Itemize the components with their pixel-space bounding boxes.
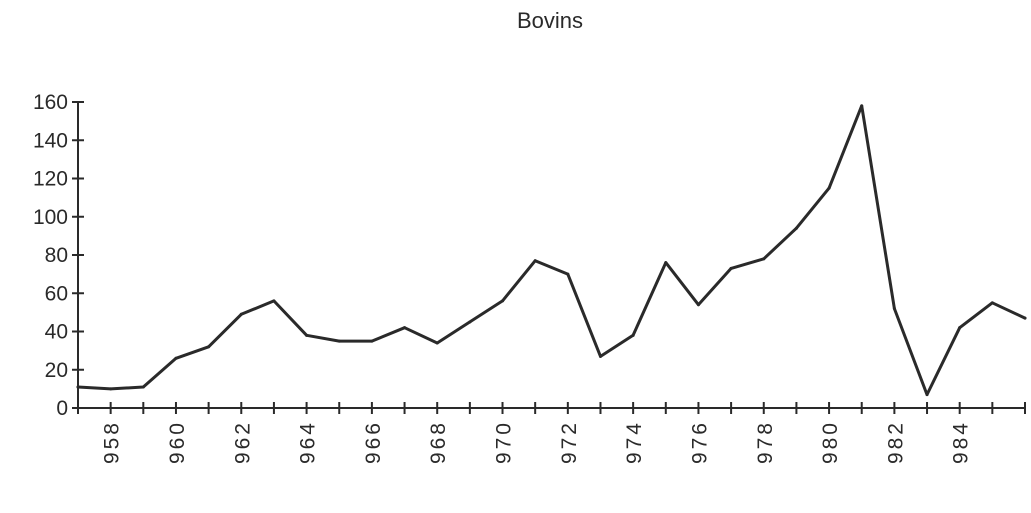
data-point: [272, 299, 276, 303]
data-point: [403, 326, 407, 330]
data-point: [762, 257, 766, 261]
y-tick-label: 160: [33, 91, 68, 114]
axes: [77, 102, 1025, 409]
data-point: [925, 393, 929, 397]
x-tick-label: 970: [493, 420, 516, 464]
data-point: [174, 356, 178, 360]
data-point: [827, 186, 831, 190]
y-tick-label: 80: [45, 244, 68, 267]
data-point: [337, 339, 341, 343]
data-point: [958, 326, 962, 330]
data-point: [76, 385, 80, 389]
y-tick-label: 100: [33, 206, 68, 229]
chart-title: Bovins: [517, 8, 583, 33]
data-point: [109, 387, 113, 391]
data-point: [207, 345, 211, 349]
y-tick-label: 60: [45, 282, 68, 305]
x-tick-label: 982: [884, 420, 907, 464]
y-tick-label: 20: [45, 359, 68, 382]
data-point: [696, 303, 700, 307]
y-tick-label: 40: [45, 321, 68, 344]
x-axis-ticks: 958 960 962 964 966 968 970 972 974 976 978 980 982 9…: [77, 402, 1026, 464]
data-point: [729, 266, 733, 270]
x-tick-label: 964: [297, 420, 320, 464]
x-tick-label: 960: [166, 420, 189, 464]
x-tick-label: 974: [623, 420, 646, 464]
data-point: [794, 226, 798, 230]
y-tick-label: 120: [33, 168, 68, 191]
x-tick-label: 962: [231, 420, 254, 464]
x-tick-label: 984: [950, 420, 973, 464]
data-point: [239, 312, 243, 316]
data-point: [892, 307, 896, 311]
x-tick-label: 966: [362, 420, 385, 464]
data-point: [664, 261, 668, 265]
x-tick-label: 968: [427, 420, 450, 464]
data-point: [305, 333, 309, 337]
y-axis-ticks: 0 20 40 60 80 100 120 140 160: [33, 91, 84, 420]
x-tick-label: 958: [101, 420, 124, 464]
data-point: [468, 320, 472, 324]
data-point: [598, 354, 602, 358]
data-point: [141, 385, 145, 389]
data-point: [435, 341, 439, 345]
y-tick-label: 140: [33, 129, 68, 152]
data-point: [501, 299, 505, 303]
series-line: [76, 104, 1027, 397]
series-group: [76, 104, 1027, 397]
data-point: [370, 339, 374, 343]
data-point: [631, 333, 635, 337]
x-tick-label: 972: [558, 420, 581, 464]
data-point: [533, 259, 537, 263]
data-point: [990, 301, 994, 305]
data-point: [1023, 316, 1027, 320]
x-tick-label: 980: [819, 420, 842, 464]
x-tick-label: 976: [688, 420, 711, 464]
data-point: [566, 272, 570, 276]
x-tick-label: 978: [754, 420, 777, 464]
data-point: [860, 104, 864, 108]
y-tick-label: 0: [56, 397, 68, 420]
